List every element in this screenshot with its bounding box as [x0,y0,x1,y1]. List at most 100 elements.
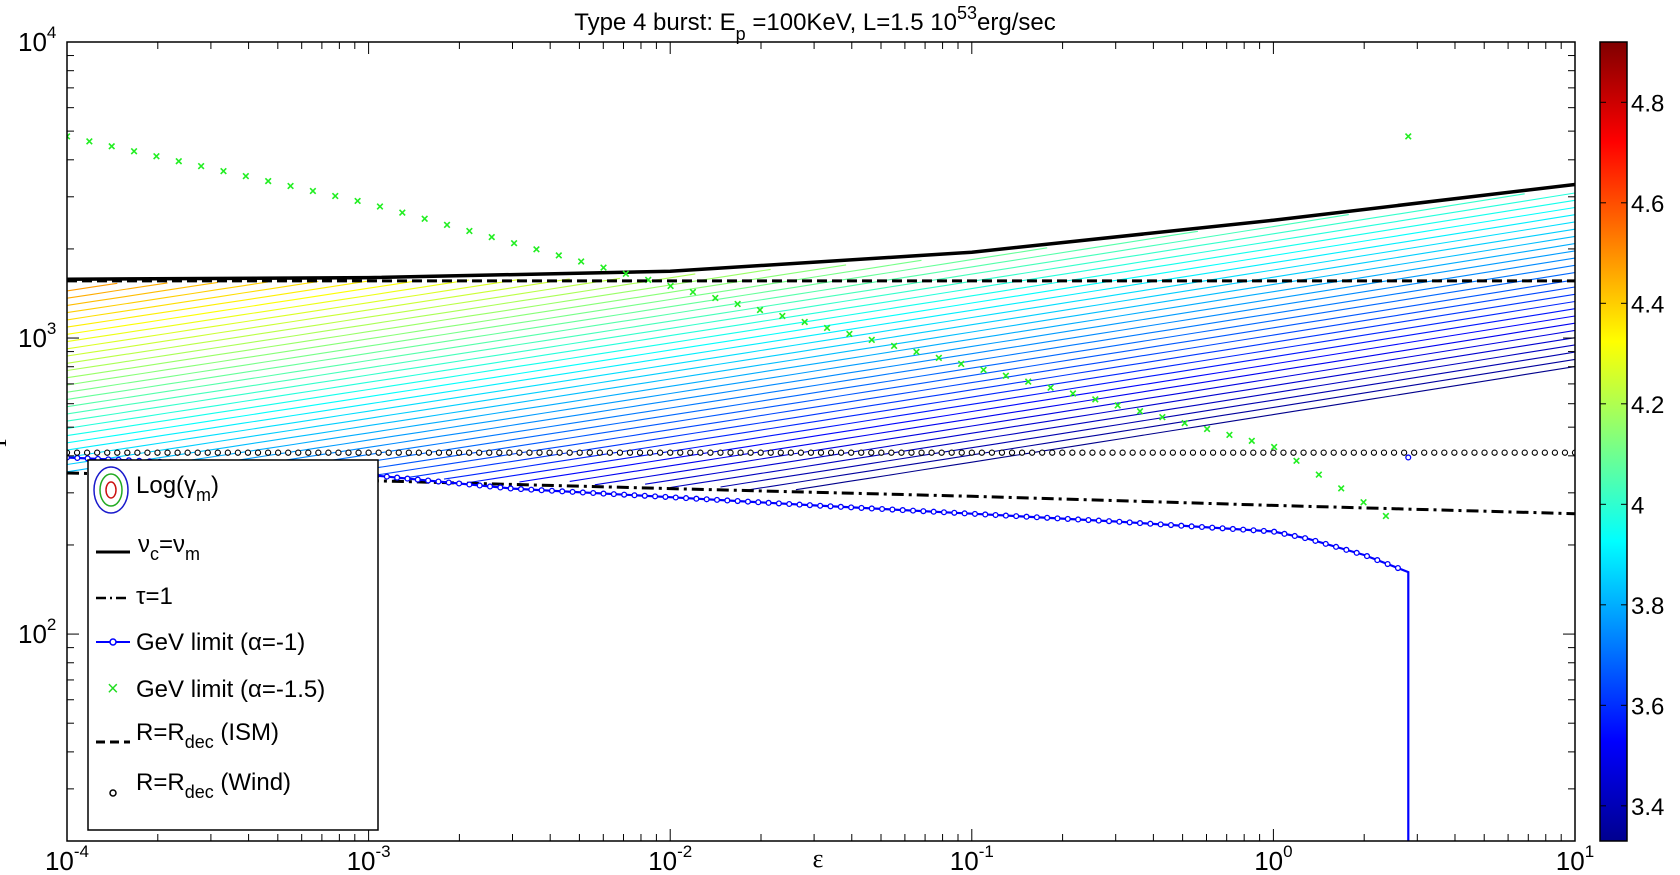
contour-line [67,230,1199,408]
contour-line [745,358,1575,491]
contour-line [67,273,696,372]
contour-line [67,281,218,306]
rdec-wind-marker [978,449,986,456]
gev-limit-15-marker [778,312,786,320]
gev-limit-15-marker [264,177,272,185]
rdec-wind-marker [586,449,593,456]
gev-limit-1-marker [889,506,896,513]
contour-line [393,293,1575,481]
rdec-wind-marker [1039,449,1046,456]
gev-limit-15-marker [1024,378,1032,386]
gev-limit-1-marker [652,493,659,500]
rdec-wind-marker [1320,449,1327,456]
y-tick-label: 102 [18,615,56,649]
gev-limit-1-marker [1353,549,1360,556]
rdec-wind-marker [1431,449,1438,456]
rdec-wind-marker [1541,449,1548,456]
gev-limit-15-marker [667,282,674,290]
gev-limit-15-marker [197,162,205,170]
colorbar-tick-label: 4.4 [1631,291,1664,318]
gev-limit-15-marker [1158,413,1166,421]
gev-limit-15-marker [1069,390,1077,397]
contour-line [670,344,1575,489]
gev-limit-1-marker [456,480,463,487]
rdec-wind-marker [998,449,1006,456]
x-tick-label: 10-1 [950,842,994,875]
rdec-wind-marker [787,449,794,456]
gev-limit-15-marker [1293,457,1300,465]
gev-limit-1-marker [1322,540,1329,547]
rdec-wind-marker [1209,449,1217,456]
gev-limit-15-marker [935,354,943,362]
contour-line [318,279,1575,478]
gev-limit-1-marker [569,488,576,495]
gev-limit-1-marker [1209,524,1216,531]
rdec-wind-marker [355,449,362,456]
rdec-wind-marker [83,449,91,456]
rdec-wind-marker [526,449,533,456]
series-line-gev-limit-1 [67,456,1410,841]
gev-limit-1-marker [744,498,751,505]
gev-limit-1-marker [1363,553,1371,560]
gev-limit-1-marker [940,509,948,516]
rdec-wind-marker [1330,449,1337,456]
rdec-wind-marker [1421,449,1428,456]
rdec-wind-marker [1491,449,1498,456]
gev-limit-1-marker [796,501,803,508]
rdec-wind-marker [295,449,302,456]
gev-limit-15-marker [577,258,585,265]
rdec-wind-marker [325,449,332,456]
rdec-wind-marker [606,449,614,456]
rdec-wind-marker [777,449,784,456]
rdec-wind-marker [707,449,714,456]
gev-limit-15-marker [488,233,496,241]
gev-limit-1-marker [1394,565,1401,572]
rdec-wind-marker [1390,449,1398,456]
rdec-wind-marker [1441,449,1448,456]
gev-limit-15-marker [309,187,317,195]
rdec-wind-marker [1310,449,1317,456]
contour-line [192,257,1575,475]
rdec-wind-marker [536,449,543,456]
legend-contour-icon [93,466,129,514]
rdec-wind-marker [797,449,805,456]
contour-line [569,322,1575,482]
gev-limit-1-marker [414,476,421,483]
gev-limit-1-marker [1343,546,1350,553]
contour-line [242,264,1575,475]
gev-limit-1-marker [1095,517,1102,524]
rdec-wind-marker [1159,449,1166,456]
gev-limit-1-marker [631,492,638,499]
contour-line [67,280,319,321]
rdec-wind-marker [1531,449,1538,456]
contour-line [67,259,922,393]
gev-limit-1-marker [435,478,442,485]
colorbar-tick-label: 3.4 [1631,794,1664,821]
rdec-wind-marker [184,449,191,456]
gev-limit-1-marker [528,486,535,493]
colorbar-tick-label: 4 [1631,492,1644,519]
rdec-wind-marker [1340,449,1347,456]
rdec-wind-marker [1400,449,1408,456]
contour-line [720,351,1575,488]
rdec-wind-marker [858,449,865,456]
rdec-wind-marker [144,449,151,456]
gev-limit-1-marker [394,474,401,481]
gev-limit-1-marker [1116,518,1123,525]
gev-limit-1-marker [1136,520,1144,527]
rdec-wind-marker [908,449,915,456]
rdec-wind-marker [1199,449,1207,456]
rdec-wind-marker [566,449,573,456]
gev-limit-1-marker [1291,532,1298,540]
gev-limit-1-marker [621,491,628,498]
gev-limit-1-marker [992,511,999,519]
x-tick-label: 101 [1556,842,1594,875]
rdec-wind-marker [747,449,754,456]
rdec-wind-marker [315,449,322,456]
legend-item-gev-limit-1: GeV limit (α=-1) [136,629,305,656]
rdec-wind-marker [546,449,553,456]
rdec-wind-marker [1079,449,1086,456]
gev-limit-15-marker [354,197,361,205]
rdec-wind-marker [717,449,724,456]
rdec-wind-marker [1129,449,1136,456]
